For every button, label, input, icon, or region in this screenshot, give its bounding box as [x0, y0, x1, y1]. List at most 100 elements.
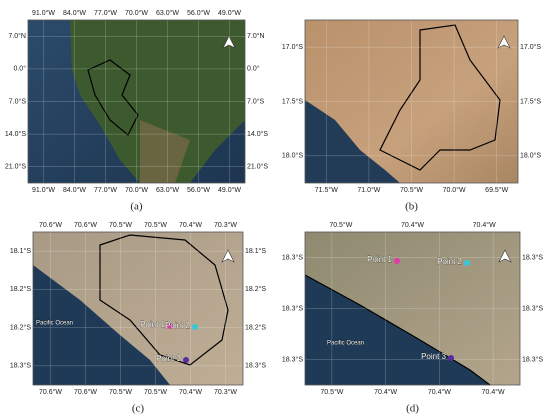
lat-label: 21.0°S	[5, 163, 26, 171]
sample-point	[183, 357, 189, 363]
boundary	[99, 234, 229, 366]
lon-label: 70.6°W	[74, 221, 97, 229]
lon-label: 70.4°W	[179, 388, 202, 396]
lat-label: 18.3°S	[522, 304, 543, 312]
lon-label: 70.4°W	[482, 388, 505, 396]
point-label: Point 1	[140, 320, 165, 329]
lon-label: 63.0°W	[156, 186, 179, 194]
lon-label: 70.0°W	[125, 9, 148, 17]
lon-label: 70.5°W	[144, 221, 167, 229]
place-label: Pacific Ocean	[327, 341, 364, 347]
place-label: Pacific Ocean	[36, 321, 73, 327]
map-frame	[32, 231, 244, 386]
lon-label: 84.0°W	[63, 186, 86, 194]
point-label: Point 1	[367, 255, 392, 264]
lon-label: 70.0°W	[125, 186, 148, 194]
lat-label: 18.2°S	[10, 285, 31, 293]
panel-caption: (a)	[130, 201, 143, 213]
lon-label: 70.4°W	[401, 221, 424, 229]
lat-label: 18.2°S	[245, 323, 266, 331]
lon-label: 70.3°W	[214, 388, 237, 396]
lon-label: 49.0°W	[218, 9, 241, 17]
lon-label: 70.3°W	[214, 221, 237, 229]
lon-label: 70.4°W	[374, 388, 397, 396]
lon-label: 70.4°W	[473, 221, 496, 229]
map-frame	[304, 231, 521, 386]
lon-label: 70.0°W	[443, 186, 466, 194]
lat-label: 21.0°S	[247, 163, 268, 171]
lat-label: 0.0°	[247, 65, 260, 73]
sample-point	[394, 258, 400, 264]
lat-label: 18.1°S	[10, 247, 31, 255]
map-frame	[27, 19, 246, 184]
lat-label: 18.0°S	[282, 152, 303, 160]
lon-label: 63.0°W	[156, 9, 179, 17]
lon-label: 56.0°W	[187, 186, 210, 194]
lat-label: 18.3°S	[245, 362, 266, 370]
lat-label: 17.0°S	[520, 43, 541, 51]
lon-label: 69.5°W	[485, 186, 508, 194]
lat-label: 17.5°S	[282, 97, 303, 105]
lon-label: 70.5°W	[329, 221, 352, 229]
lat-label: 18.0°S	[520, 152, 541, 160]
lat-label: 18.3°S	[522, 355, 543, 363]
north-arrow	[221, 249, 235, 263]
point-label: Point 2	[165, 321, 190, 330]
lat-label: 7.0°N	[247, 32, 265, 40]
lat-label: 18.2°S	[245, 285, 266, 293]
lon-label: 70.6°W	[74, 388, 97, 396]
lon-label: 70.5°W	[400, 186, 423, 194]
lat-label: 14.0°S	[247, 130, 268, 138]
lon-label: 70.5°W	[320, 388, 343, 396]
lon-label: 49.0°W	[218, 186, 241, 194]
sample-point	[464, 260, 470, 266]
lat-label: 18.3°S	[10, 362, 31, 370]
lat-label: 7.0°N	[8, 32, 26, 40]
lat-label: 0.0°	[13, 65, 26, 73]
coastline	[304, 274, 491, 386]
lon-label: 91.0°W	[32, 9, 55, 17]
lon-label: 56.0°W	[187, 9, 210, 17]
north-arrow	[497, 35, 511, 49]
boundary	[87, 59, 139, 136]
lat-label: 17.5°S	[520, 97, 541, 105]
panel-caption: (d)	[406, 403, 419, 415]
lat-label: 17.0°S	[282, 43, 303, 51]
lon-label: 70.5°W	[109, 221, 132, 229]
lon-label: 77.0°W	[94, 186, 117, 194]
lat-label: 18.3°S	[282, 355, 303, 363]
lat-label: 18.3°S	[522, 253, 543, 261]
ocean	[305, 100, 400, 183]
north-arrow	[498, 249, 512, 263]
lon-label: 70.6°W	[39, 388, 62, 396]
lon-label: 91.0°W	[32, 186, 55, 194]
map-frame	[304, 19, 519, 184]
point-label: Point 3	[156, 354, 181, 363]
boundary	[379, 24, 501, 171]
lon-label: 71.0°W	[357, 186, 380, 194]
lon-label: 70.4°W	[179, 221, 202, 229]
north-arrow	[222, 35, 236, 49]
ocean	[305, 275, 490, 385]
sample-point	[167, 323, 173, 329]
lat-label: 18.3°S	[282, 304, 303, 312]
lon-label: 70.4°W	[428, 388, 451, 396]
lat-label: 18.1°S	[245, 247, 266, 255]
panel-caption: (c)	[132, 403, 145, 415]
point-label: Point 3	[421, 352, 446, 361]
point-label: Point 2	[437, 257, 462, 266]
panel-caption: (b)	[405, 201, 418, 213]
lon-label: 84.0°W	[63, 9, 86, 17]
land	[70, 20, 245, 183]
lat-label: 18.3°S	[282, 253, 303, 261]
land	[140, 120, 190, 183]
lon-label: 77.0°W	[94, 9, 117, 17]
sample-point	[448, 355, 454, 361]
lon-label: 71.5°W	[315, 186, 338, 194]
lon-label: 70.6°W	[39, 221, 62, 229]
lon-label: 70.5°W	[144, 388, 167, 396]
lon-label: 70.5°W	[109, 388, 132, 396]
lat-label: 7.0°S	[247, 97, 265, 105]
lat-label: 7.0°S	[9, 97, 27, 105]
